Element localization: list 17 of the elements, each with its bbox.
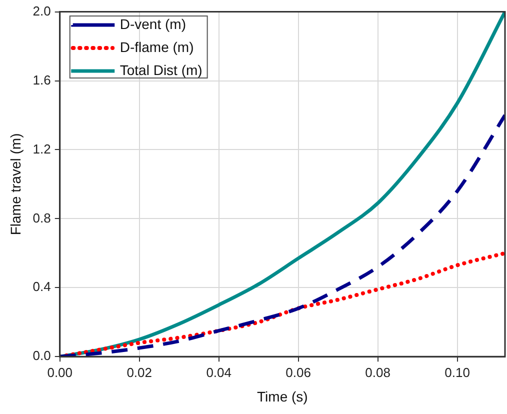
- legend-label: Total Dist (m): [120, 62, 202, 78]
- y-axis-title: Flame travel (m): [7, 133, 24, 236]
- y-tick-label: 0.4: [32, 279, 51, 294]
- y-tick-label: 0.0: [32, 348, 51, 364]
- legend-label: D-flame (m): [120, 38, 194, 55]
- y-tick-label: 1.2: [32, 141, 51, 156]
- y-tick-label: 1.6: [32, 72, 51, 88]
- x-tick-label: 0.02: [126, 364, 152, 380]
- x-tick-label: 0.00: [47, 364, 73, 380]
- legend-label: D-vent (m): [120, 16, 186, 32]
- y-tick-label: 0.8: [32, 210, 51, 226]
- x-tick-label: 0.08: [365, 364, 390, 380]
- x-tick-label: 0.04: [206, 364, 232, 380]
- x-tick-label: 0.06: [286, 364, 311, 380]
- x-axis-title: Time (s): [257, 388, 308, 404]
- y-tick-label: 2.0: [32, 3, 51, 18]
- x-tick-label: 0.10: [444, 364, 470, 380]
